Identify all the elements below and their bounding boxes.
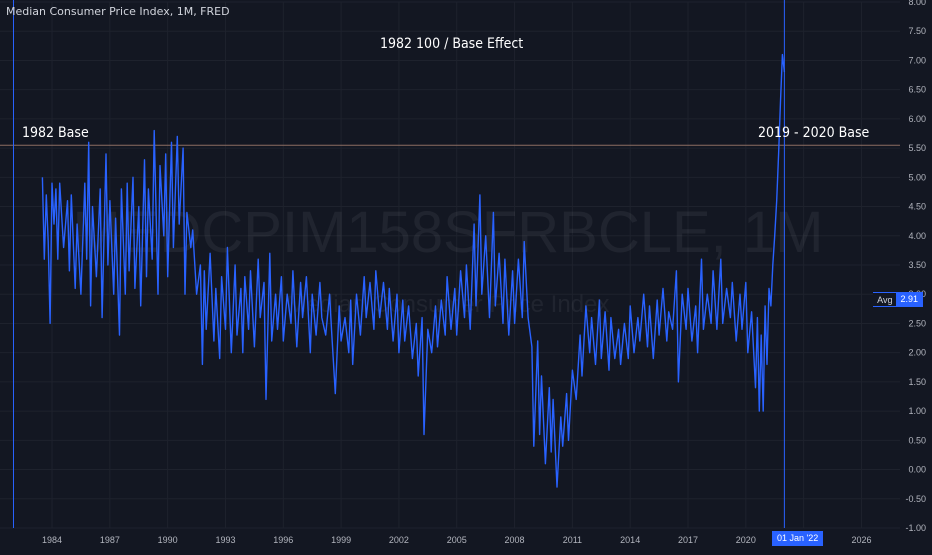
watermark-symbol: MEDCPIM158SFRBCLE, 1M: [73, 200, 824, 265]
x-tick-label: 2020: [736, 535, 756, 545]
y-tick-label: -0.50: [905, 494, 926, 504]
y-tick-label: 7.50: [908, 26, 926, 36]
x-tick-label: 2002: [389, 535, 409, 545]
x-tick-label: 1996: [273, 535, 293, 545]
y-tick-label: 6.00: [908, 114, 926, 124]
series-layer: [41, 53, 786, 488]
x-tick-label: 1987: [100, 535, 120, 545]
y-tick-label: 0.50: [908, 435, 926, 445]
avg-tag-value: 2.91: [896, 293, 922, 306]
y-tick-label: 4.50: [908, 202, 926, 212]
y-tick-label: 2.50: [908, 318, 926, 328]
x-tick-label: 1999: [331, 535, 351, 545]
annotation-right[interactable]: 2019 - 2020 Base: [758, 125, 870, 141]
x-tick-label: 2005: [447, 535, 467, 545]
x-tick-label: 2026: [851, 535, 871, 545]
series-line: [41, 53, 786, 488]
y-tick-label: 5.00: [908, 172, 926, 182]
y-tick-label: 6.50: [908, 85, 926, 95]
y-tick-label: 1.50: [908, 377, 926, 387]
avg-price-tag: Avg 2.91: [873, 292, 923, 307]
x-tick-label: 1993: [215, 535, 235, 545]
y-tick-label: 5.50: [908, 143, 926, 153]
x-tick-label: 2014: [620, 535, 640, 545]
crosshair-date-tag: 01 Jan '22: [772, 531, 824, 546]
y-tick-label: 2.00: [908, 348, 926, 358]
watermark: MEDCPIM158SFRBCLE, 1M Median Consumer Pr…: [73, 200, 824, 318]
x-tick-label: 2017: [678, 535, 698, 545]
y-axis: 8.00 7.50 7.00 6.50 6.00 5.50 5.00 4.50 4.00 3.50…: [905, 0, 926, 533]
markers: [0, 0, 900, 528]
y-tick-label: 7.00: [908, 55, 926, 65]
y-tick-label: -1.00: [905, 523, 926, 533]
y-tick-label: 8.00: [908, 0, 926, 7]
symbol-header[interactable]: Median Consumer Price Index, 1M, FRED: [6, 5, 230, 18]
avg-tag-label: Avg: [877, 294, 893, 305]
annotation-left[interactable]: 1982 Base: [22, 125, 89, 141]
y-tick-label: 4.00: [908, 231, 926, 241]
x-tick-label: 2011: [563, 535, 582, 545]
grid-lines: [0, 1, 900, 529]
x-tick-label: 1990: [158, 535, 178, 545]
x-tick-label: 1984: [42, 535, 62, 545]
x-axis: 1984 1987 1990 1993 1996 1999 2002 2005 2008 2011…: [42, 535, 871, 545]
y-tick-label: 1.00: [908, 406, 926, 416]
y-tick-label: 3.50: [908, 260, 926, 270]
y-tick-label: 0.00: [908, 465, 926, 475]
annotation-title[interactable]: 1982 100 / Base Effect: [380, 36, 524, 52]
x-tick-label: 2008: [505, 535, 525, 545]
